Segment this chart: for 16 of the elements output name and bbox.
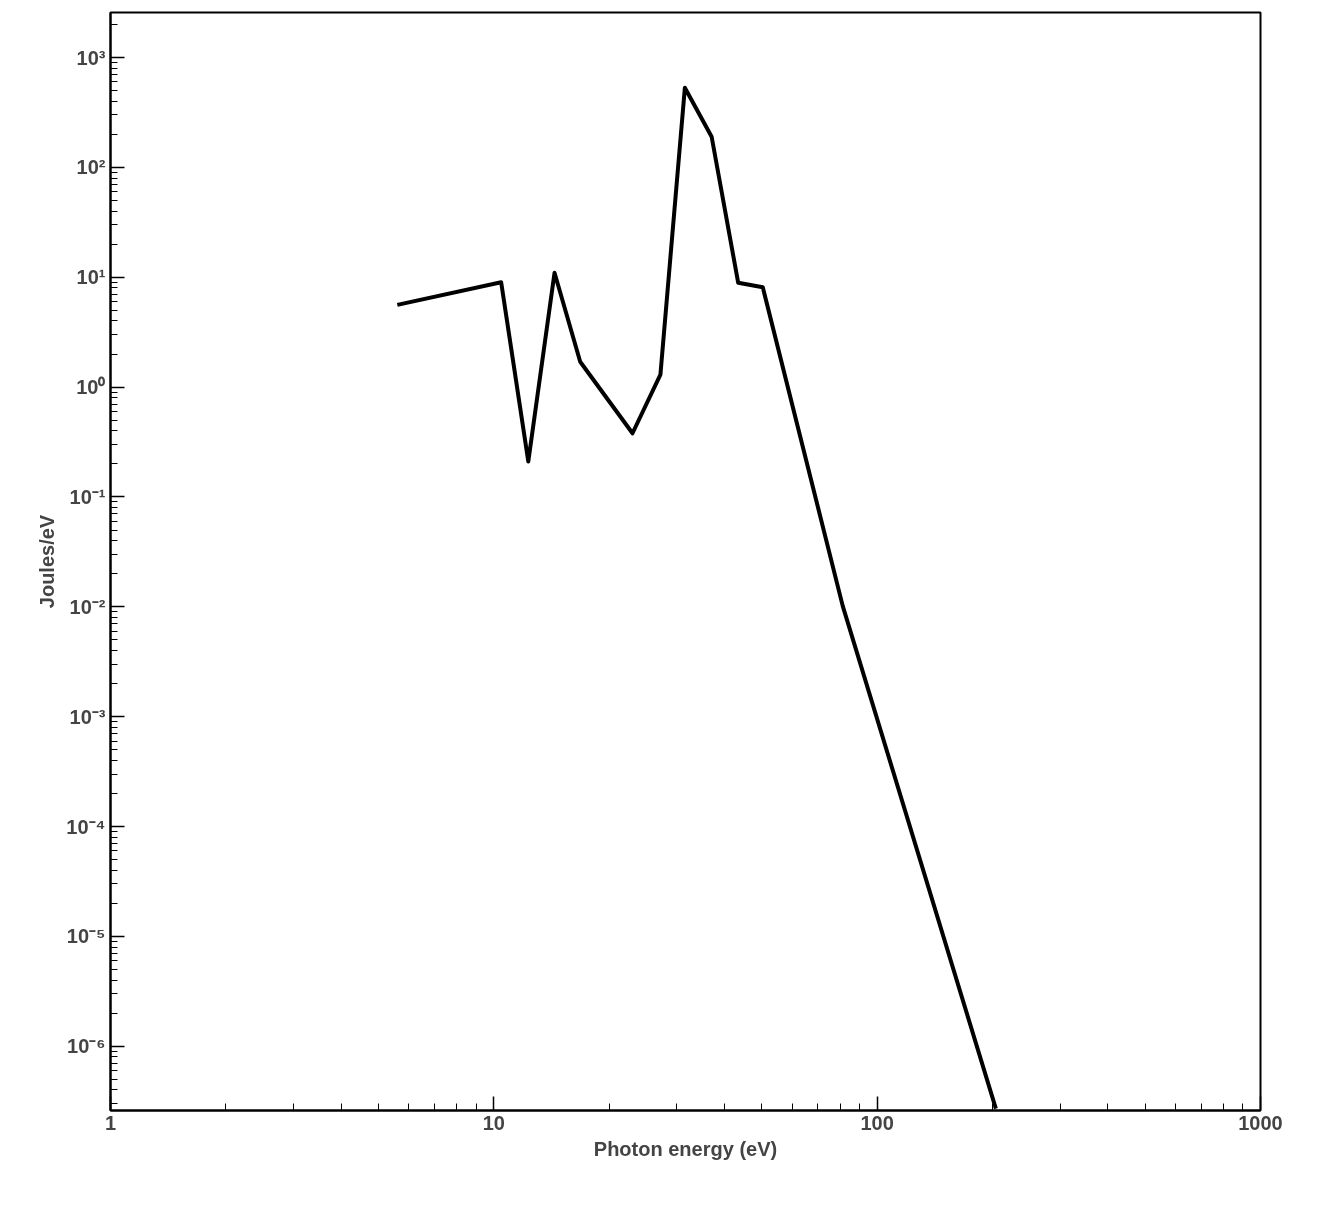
y-tick-label: 10⁻⁶ <box>67 1035 106 1058</box>
y-tick-label: 10³ <box>76 46 106 69</box>
y-tick-label: 10¹ <box>76 266 106 289</box>
y-tick-label: 10⁻¹ <box>69 485 106 508</box>
x-axis-title: Photon energy (eV) <box>593 1137 778 1160</box>
y-tick-label: 10⁰ <box>76 376 106 399</box>
x-tick-label: 100 <box>860 1111 894 1134</box>
y-tick-label: 10² <box>76 156 106 179</box>
x-tick-label: 10 <box>482 1111 505 1134</box>
y-tick-label: 10⁻² <box>69 595 106 618</box>
y-axis-title: Joules/eV <box>36 514 59 609</box>
y-tick-label: 10⁻⁵ <box>66 925 106 948</box>
y-tick-label: 10⁻³ <box>69 705 106 728</box>
y-tick-label: 10⁻⁴ <box>66 815 106 838</box>
x-tick-label: 1 <box>104 1111 117 1134</box>
x-tick-label: 1000 <box>1238 1111 1283 1134</box>
